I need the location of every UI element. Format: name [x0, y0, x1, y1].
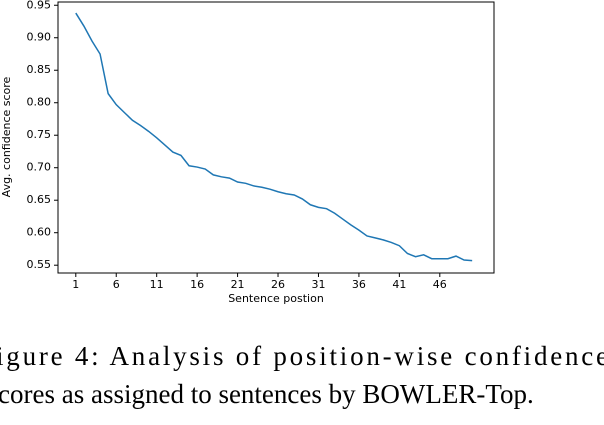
y-tick-label: 0.65 — [27, 193, 52, 206]
x-tick-label: 6 — [113, 278, 120, 291]
x-tick-label: 16 — [190, 278, 204, 291]
x-tick-label: 1 — [72, 278, 79, 291]
y-tick-label: 0.55 — [27, 258, 52, 271]
x-tick-label: 31 — [311, 278, 325, 291]
line-series — [75, 12, 473, 262]
caption-line: cores as assigned to sentences by BOWLER… — [0, 379, 534, 409]
x-tick-label: 36 — [352, 278, 366, 291]
plot-frame — [57, 1, 495, 274]
x-tick-label: 11 — [150, 278, 164, 291]
y-tick-label: 0.75 — [27, 128, 52, 141]
y-tick-label: 0.85 — [27, 63, 52, 76]
y-tick-label: 0.80 — [27, 96, 52, 109]
y-tick-label: 0.70 — [27, 161, 52, 174]
y-tick-label: 0.95 — [27, 0, 52, 11]
x-tick-label: 46 — [433, 278, 447, 291]
x-tick-label: 26 — [271, 278, 285, 291]
x-tick-label: 21 — [231, 278, 245, 291]
x-axis-label: Sentence postion — [228, 292, 324, 305]
y-tick-label: 0.60 — [27, 226, 52, 239]
x-tick-label: 41 — [392, 278, 406, 291]
y-axis-label: Avg. confidence score — [0, 76, 13, 197]
y-tick-label: 0.90 — [27, 31, 52, 44]
caption-line: igure 4: Analysis of position-wise confi… — [0, 341, 604, 371]
